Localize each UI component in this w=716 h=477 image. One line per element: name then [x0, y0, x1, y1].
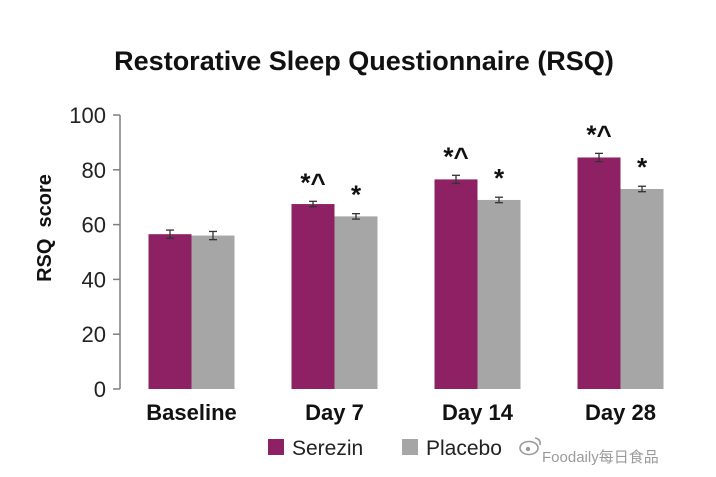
bar-placebo-baseline	[191, 235, 235, 389]
category-labels: Baseline Day 7 Day 14 Day 28	[146, 400, 656, 425]
legend: Serezin Placebo	[268, 437, 502, 460]
legend-label-serezin: Serezin	[292, 437, 363, 460]
y-tick-label: 0	[94, 377, 106, 402]
significance-marker: *	[351, 180, 362, 210]
significance-marker: *^	[443, 141, 468, 171]
y-axis-label: RSQ score	[34, 174, 56, 282]
significance-marker: *^	[300, 167, 325, 197]
bar-serezin-day-14	[434, 179, 478, 389]
y-axis-ticks: 0 20 40 60 80 100	[69, 103, 120, 402]
x-category-label: Day 7	[305, 400, 364, 425]
y-tick-label: 60	[82, 213, 106, 238]
significance-marker: *^	[586, 119, 611, 149]
bar-serezin-baseline	[148, 234, 192, 389]
bar-placebo-day-28	[620, 188, 664, 389]
legend-swatch-serezin	[268, 439, 284, 455]
y-tick-label: 40	[82, 267, 106, 292]
bars: *^ * *^ * *^ *	[148, 119, 664, 389]
watermark: Foodaily每日食品	[519, 437, 659, 466]
x-category-label: Baseline	[146, 400, 237, 425]
bar-serezin-day-7	[291, 204, 335, 389]
y-tick-label: 100	[69, 103, 106, 128]
bar-placebo-day-14	[477, 199, 521, 389]
chart-title: Restorative Sleep Questionnaire (RSQ)	[114, 46, 614, 76]
legend-label-placebo: Placebo	[426, 437, 502, 460]
x-category-label: Day 14	[442, 400, 514, 425]
x-category-label: Day 28	[585, 400, 656, 425]
bar-placebo-day-7	[334, 216, 378, 389]
significance-marker: *	[494, 163, 505, 193]
y-tick-label: 20	[82, 322, 106, 347]
y-tick-label: 80	[82, 158, 106, 183]
watermark-text: Foodaily每日食品	[542, 449, 659, 466]
bar-serezin-day-28	[577, 157, 621, 389]
weibo-icon	[519, 437, 541, 456]
significance-marker: *	[637, 152, 648, 182]
legend-swatch-placebo	[402, 439, 418, 455]
